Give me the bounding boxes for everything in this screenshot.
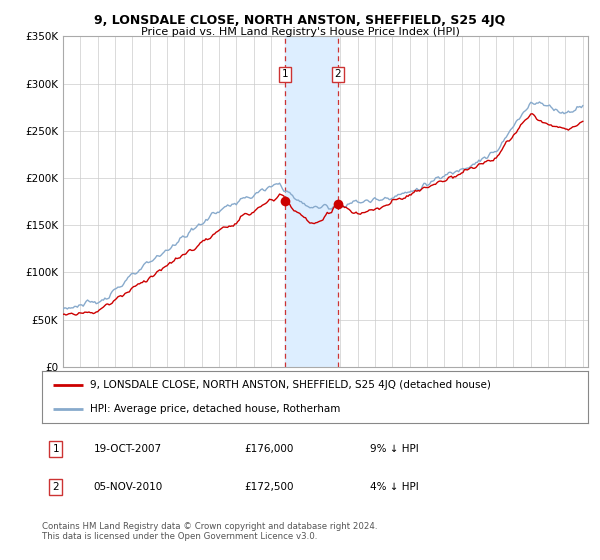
Text: 4% ↓ HPI: 4% ↓ HPI [370, 482, 418, 492]
Text: HPI: Average price, detached house, Rotherham: HPI: Average price, detached house, Roth… [90, 404, 340, 414]
Text: £172,500: £172,500 [244, 482, 293, 492]
Bar [285, 36, 338, 367]
Text: £176,000: £176,000 [244, 444, 293, 454]
Text: 1: 1 [52, 444, 59, 454]
Text: 2: 2 [52, 482, 59, 492]
Text: Contains HM Land Registry data © Crown copyright and database right 2024.
This d: Contains HM Land Registry data © Crown c… [42, 522, 377, 542]
Text: 19-OCT-2007: 19-OCT-2007 [94, 444, 162, 454]
Text: Price paid vs. HM Land Registry's House Price Index (HPI): Price paid vs. HM Land Registry's House … [140, 27, 460, 38]
Text: 9, LONSDALE CLOSE, NORTH ANSTON, SHEFFIELD, S25 4JQ (detached house): 9, LONSDALE CLOSE, NORTH ANSTON, SHEFFIE… [90, 380, 491, 390]
Text: 9, LONSDALE CLOSE, NORTH ANSTON, SHEFFIELD, S25 4JQ: 9, LONSDALE CLOSE, NORTH ANSTON, SHEFFIE… [94, 14, 506, 27]
Text: 9% ↓ HPI: 9% ↓ HPI [370, 444, 418, 454]
Text: 2: 2 [334, 69, 341, 79]
Text: 05-NOV-2010: 05-NOV-2010 [94, 482, 163, 492]
Text: 1: 1 [281, 69, 288, 79]
